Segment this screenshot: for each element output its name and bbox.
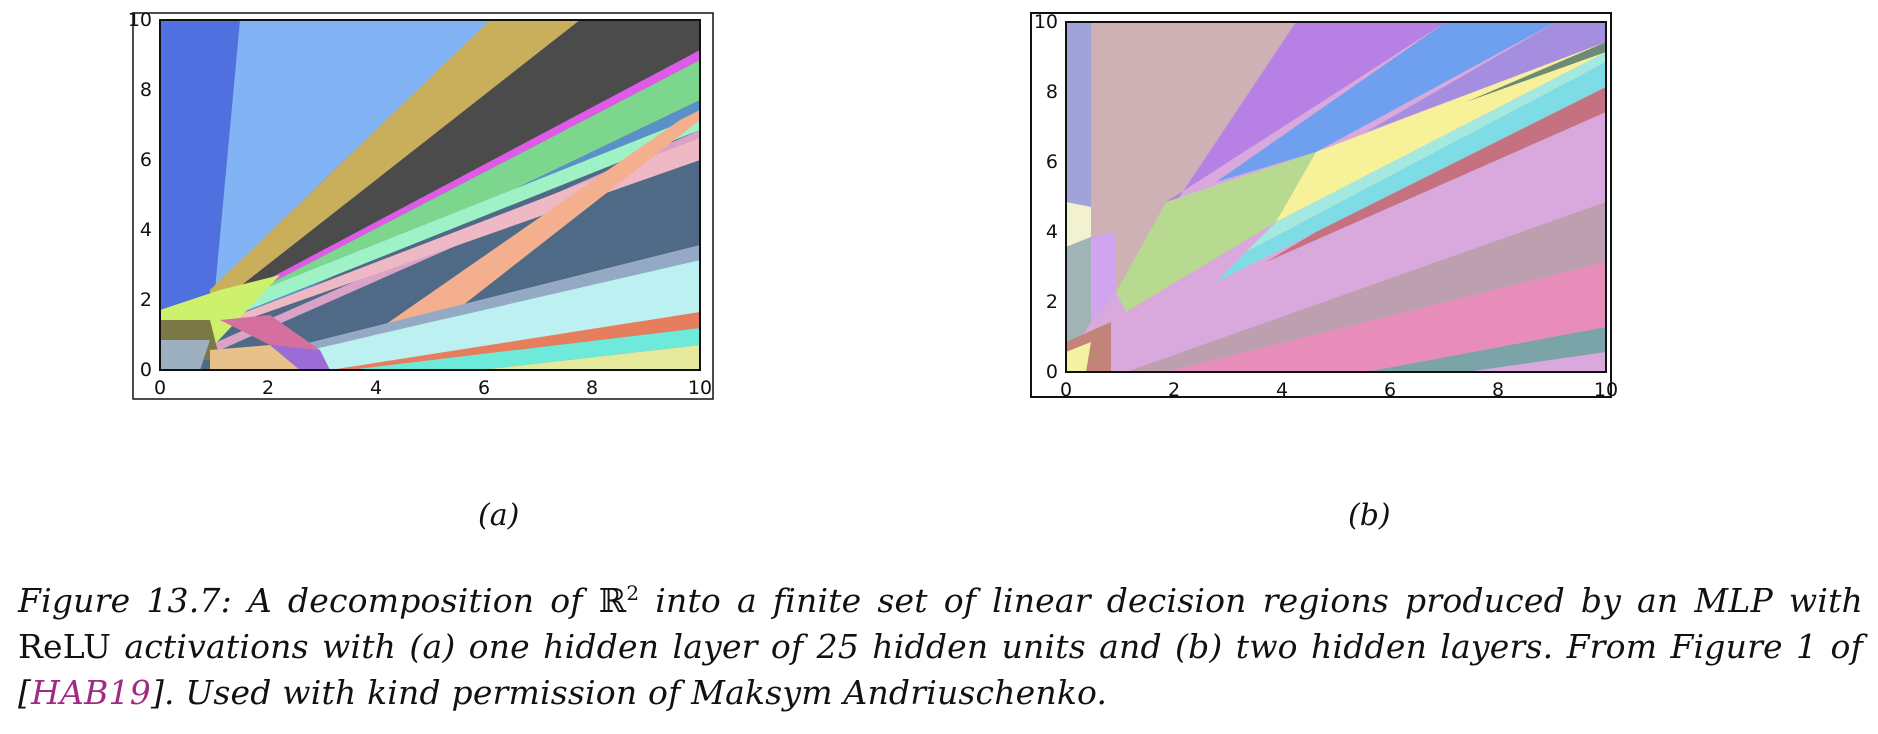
region	[1216, 22, 1556, 182]
x-tick: 2	[262, 377, 274, 399]
region	[1366, 327, 1606, 372]
region	[1216, 62, 1606, 282]
x-tick: 8	[586, 377, 598, 399]
x-tick: 10	[1594, 379, 1618, 401]
y-tick: 6	[140, 149, 152, 171]
citation-link[interactable]: HAB19	[31, 673, 151, 712]
region	[1246, 52, 1606, 252]
subfigure-label-b: (b)	[1348, 498, 1391, 533]
caption-relu: ReLU	[18, 627, 112, 666]
region	[200, 50, 700, 320]
caption-prefix: Figure 13.7: A decomposition of	[18, 581, 599, 620]
region	[1091, 22, 1296, 292]
region	[1276, 42, 1606, 222]
region	[480, 345, 700, 370]
y-tick: 8	[1046, 81, 1058, 103]
region	[210, 20, 700, 310]
x-tick: 4	[1276, 379, 1288, 401]
region	[160, 20, 240, 320]
region	[270, 345, 330, 370]
y-tick: 0	[1046, 361, 1058, 383]
y-tick: 6	[1046, 151, 1058, 173]
region	[1066, 237, 1091, 362]
caption-suffix: ]. Used with kind permission of Maksym A…	[150, 673, 1108, 712]
region	[1066, 202, 1091, 247]
region	[1066, 342, 1091, 372]
y-tick: 10	[1034, 11, 1058, 33]
y-tick: 10	[128, 9, 152, 31]
region	[350, 328, 700, 370]
y-tick: 2	[1046, 291, 1058, 313]
region	[1116, 22, 1446, 292]
plot-b: 0 2 4 6 8 10 0 2 4 6 8 10	[1030, 11, 1755, 412]
region	[1366, 22, 1606, 132]
region	[160, 115, 700, 345]
region	[1126, 202, 1606, 372]
region	[160, 138, 700, 350]
x-tick: 6	[1384, 379, 1396, 401]
region	[1091, 232, 1116, 322]
y-tick: 0	[140, 359, 152, 381]
x-tick: 4	[370, 377, 382, 399]
region	[280, 245, 700, 350]
region	[320, 110, 700, 370]
x-tick: 8	[1492, 379, 1504, 401]
caption-mid-2: activations with (a) one hidden layer of…	[18, 627, 1863, 712]
region	[310, 260, 700, 370]
region	[1466, 42, 1606, 102]
figure-caption: Figure 13.7: A decomposition of ℝ2 into …	[18, 578, 1863, 716]
caption-mid-1: into a finite set of linear decision reg…	[639, 581, 1863, 620]
region	[1166, 262, 1606, 372]
y-tick: 8	[140, 79, 152, 101]
math-exponent: 2	[626, 581, 640, 605]
x-tick: 0	[154, 377, 166, 399]
subfigure-label-a: (a)	[478, 498, 520, 533]
x-tick: 6	[478, 377, 490, 399]
x-tick: 2	[1168, 379, 1180, 401]
y-tick: 2	[140, 289, 152, 311]
region	[1116, 152, 1316, 312]
plot-a: 0 2 4 6 8 10 0 2 4 6 8 10	[128, 9, 857, 412]
region	[1066, 22, 1091, 207]
y-tick: 4	[1046, 221, 1058, 243]
region	[220, 315, 320, 350]
region	[330, 312, 700, 370]
x-tick: 0	[1060, 379, 1072, 401]
region	[160, 340, 210, 370]
y-tick: 4	[140, 219, 152, 241]
x-tick: 10	[688, 377, 712, 399]
region	[1266, 87, 1606, 262]
math-real-set: ℝ	[598, 581, 627, 620]
